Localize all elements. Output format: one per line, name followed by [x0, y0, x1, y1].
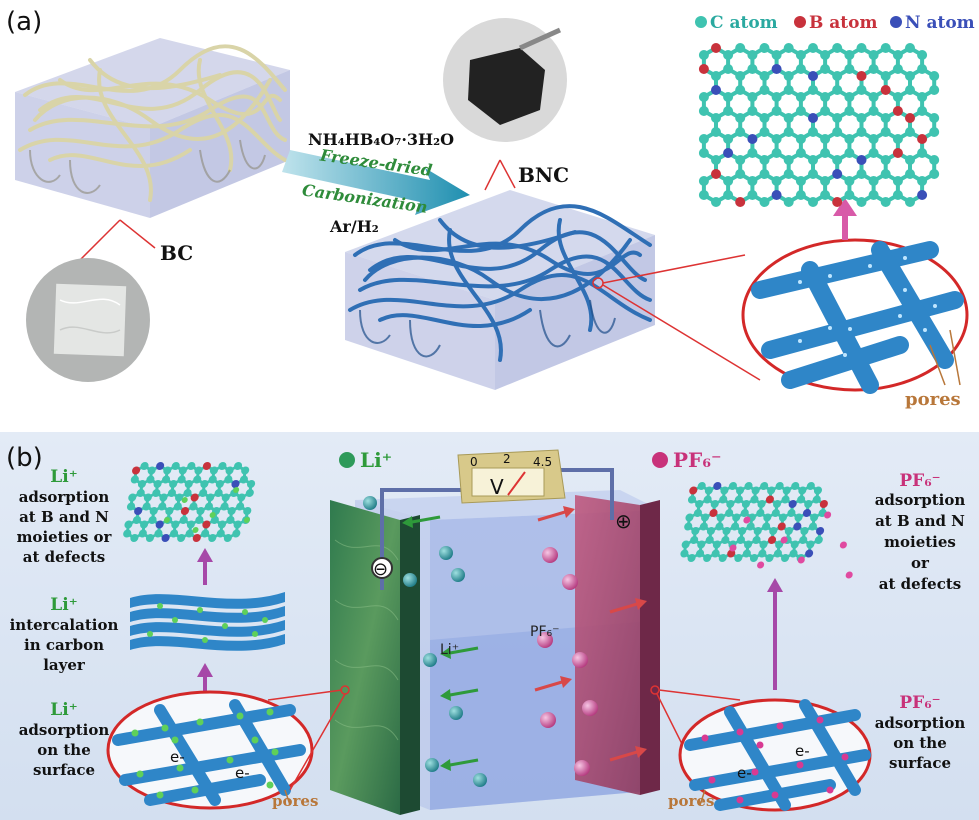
voltmeter-symbol: V — [490, 475, 504, 499]
atmosphere-text: Ar/H₂ — [329, 217, 379, 236]
right-t1-description: adsorption at B and N moieties or at defects — [875, 491, 966, 593]
zoom-arrow-up — [833, 198, 857, 240]
text-line: at defects — [879, 575, 961, 593]
cathode-plate — [575, 495, 640, 795]
battery-cell — [330, 468, 660, 815]
pores-right-label: pores — [668, 792, 714, 810]
left-zoom-ellipse — [106, 690, 314, 810]
bc-label: BC — [160, 241, 193, 265]
legend-n: N atom — [905, 13, 975, 33]
bc-photo — [26, 258, 150, 382]
li-legend: Li⁺ — [360, 448, 392, 472]
panel-b-label: (b) — [6, 443, 43, 473]
meter-tick-0: 0 — [470, 455, 478, 469]
meter-tick-2: 2 — [503, 452, 511, 466]
text-line: in carbon — [24, 636, 104, 654]
text-line: at B and N — [875, 512, 965, 530]
legend-b: B atom — [809, 13, 877, 33]
legend-b-dot — [794, 16, 806, 28]
bn-doped-carbon-lattice — [698, 43, 940, 207]
text-line: surface — [33, 761, 95, 779]
electron-1: e- — [170, 748, 185, 766]
positive-terminal: ⊕ — [615, 509, 632, 533]
pores-left-label: pores — [272, 792, 318, 810]
right-t2-description: adsorption on the surface — [875, 714, 966, 772]
voltmeter — [457, 449, 566, 504]
legend-n-dot — [890, 16, 902, 28]
text-line: on the — [37, 741, 91, 759]
text-line: moieties or — [17, 528, 113, 546]
text-line: moieties — [884, 533, 956, 551]
electron-4: e- — [737, 764, 752, 782]
text-line: at B and N — [19, 508, 109, 526]
left-t2-description: intercalation in carbon layer — [10, 616, 119, 674]
left-t3-description: adsorption on the surface — [19, 721, 110, 779]
li-ions — [363, 496, 487, 787]
text-line: on the — [893, 734, 947, 752]
text-line: adsorption — [875, 491, 966, 509]
cell-li-label: Li⁺ — [440, 642, 459, 658]
cell-pf6-label: PF₆⁻ — [530, 624, 560, 640]
negative-terminal: ⊖ — [373, 559, 388, 580]
left-adsorption-lattice — [123, 462, 256, 542]
legend-c-dot — [695, 16, 707, 28]
text-line: at defects — [23, 548, 105, 566]
left-t2-ion: Li⁺ — [50, 595, 77, 615]
zoom-fibers-pores — [741, 238, 969, 394]
li-migration-arrows — [402, 515, 479, 771]
electron-2: e- — [235, 764, 250, 782]
electron-3: e- — [795, 742, 810, 760]
pores-label-a: pores — [905, 389, 961, 410]
text-line: adsorption — [19, 488, 110, 506]
left-arrow-up-1 — [197, 548, 213, 585]
text-line: or — [911, 554, 930, 572]
meter-tick-45: 4.5 — [533, 455, 552, 469]
text-line: adsorption — [19, 721, 110, 739]
process-arrow — [282, 150, 470, 215]
bnc-fiber-block — [345, 190, 655, 390]
bnc-photo — [443, 18, 567, 142]
panel-a-label: (a) — [6, 7, 42, 37]
text-line: adsorption — [875, 714, 966, 732]
left-t3-ion: Li⁺ — [50, 700, 77, 720]
pf6-ions — [537, 547, 598, 776]
atom-legend: C atom B atom N atom — [695, 13, 975, 33]
reagent-text: NH₄HB₄O₇·3H₂O — [308, 130, 454, 149]
right-t2-ion: PF₆⁻ — [899, 693, 940, 713]
bc-fiber-block — [15, 38, 290, 218]
legend-c: C atom — [710, 13, 778, 33]
text-line: intercalation — [10, 616, 119, 634]
text-line: layer — [43, 656, 86, 674]
right-arrow-up — [767, 578, 783, 690]
panel-a: (a) — [6, 7, 975, 410]
right-t1-ion: PF₆⁻ — [899, 471, 940, 491]
bnc-label: BNC — [518, 163, 569, 187]
carbon-layers — [130, 592, 285, 651]
pf6-legend: PF₆⁻ — [673, 448, 722, 472]
text-line: surface — [889, 754, 951, 772]
pf6-migration-arrows — [534, 506, 647, 762]
left-t1-description: adsorption at B and N moieties or at defect… — [17, 488, 113, 566]
left-t1-ion: Li⁺ — [50, 467, 77, 487]
right-adsorption-lattice — [680, 482, 853, 579]
right-zoom-ellipse — [678, 698, 872, 812]
